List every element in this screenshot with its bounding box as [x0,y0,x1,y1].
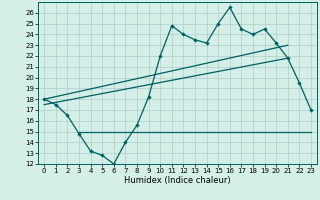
X-axis label: Humidex (Indice chaleur): Humidex (Indice chaleur) [124,176,231,185]
